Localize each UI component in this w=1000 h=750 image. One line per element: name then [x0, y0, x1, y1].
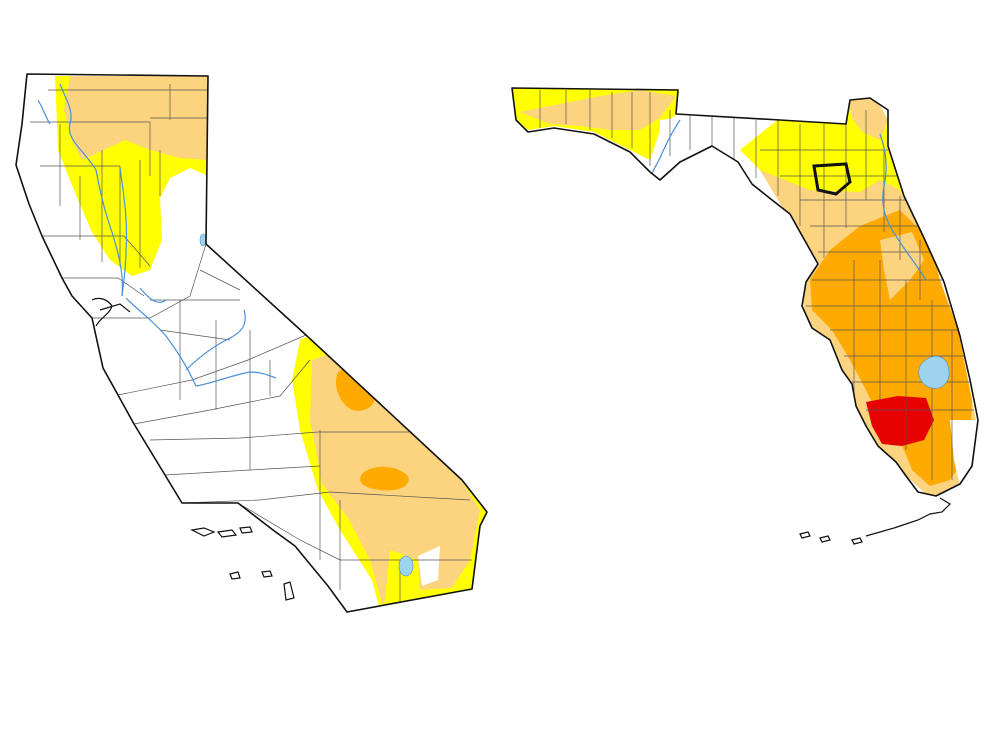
fl-county-lines: [539, 90, 974, 480]
fl-central-d1-inset: [880, 232, 924, 300]
florida-outline: [511, 87, 979, 497]
fl-highlighted-county: [812, 162, 852, 196]
california-outline: [15, 73, 488, 613]
fl-northeast-d1-area: [848, 98, 888, 140]
ca-rivers: [37, 83, 277, 387]
fl-southwest-d3-area: [866, 396, 934, 446]
ca-bay-area-shore: [91, 297, 131, 327]
fl-rivers: [649, 119, 927, 281]
fl-panhandle-d1-area: [520, 90, 676, 130]
ca-channel-islands: [190, 526, 295, 601]
ca-north-white-gap: [172, 178, 206, 244]
fl-keys: [799, 497, 951, 545]
ca-county-lines: [30, 84, 472, 606]
ca-south-white-strip: [418, 546, 440, 586]
ca-north-d1-area: [64, 76, 210, 160]
ca-south-d2-area-2: [360, 466, 409, 491]
ca-salton-sea: [398, 555, 414, 577]
fl-lake-okeechobee: [918, 355, 950, 389]
